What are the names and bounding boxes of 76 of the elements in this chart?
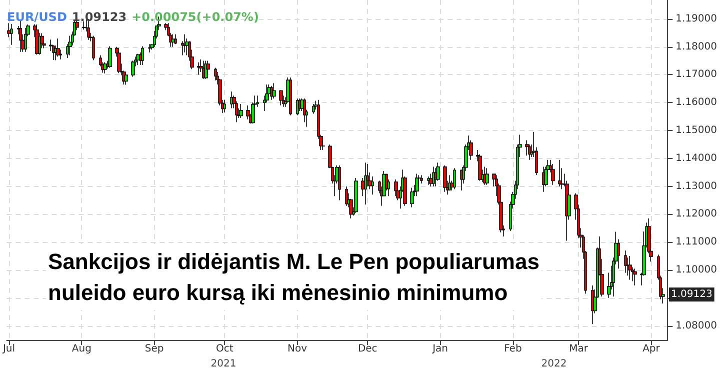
candlestick (371, 176, 374, 196)
candlestick (551, 164, 555, 186)
x-tick-label: Dec (358, 344, 378, 354)
x-tick-label: Oct (216, 344, 234, 354)
y-tick-label: 1.18000 (676, 41, 718, 52)
x-tick-label: Apr (642, 344, 661, 354)
candlestick (136, 53, 140, 66)
y-tick-label: 1.08000 (676, 320, 718, 332)
x-tick-label: Aug (72, 344, 92, 354)
candlestick (24, 27, 27, 52)
text: 2021 (210, 358, 236, 370)
annotation: Sankcijos ir didėjantis M. Le Pen populiarumas nuleido euro kursą iki mėnesinio minimumo (48, 249, 540, 305)
candlestick (525, 140, 529, 156)
candlestick (460, 169, 463, 191)
candlestick (82, 20, 86, 30)
y-tick-label: 1.15000 (676, 125, 718, 136)
x-tick-label: Nov (288, 344, 308, 354)
candlestick (432, 166, 435, 187)
candlestick (427, 176, 430, 186)
candlestick (35, 24, 39, 56)
candlestick (485, 168, 489, 186)
candlestick (230, 91, 233, 109)
candlestick (56, 38, 60, 58)
candlestick (633, 268, 637, 286)
candlestick (270, 86, 273, 100)
candlestick (239, 104, 243, 118)
candlestick (279, 90, 283, 106)
x-tick-label: Sep (144, 344, 164, 354)
x-tick-label: Feb (504, 344, 522, 354)
candlestick (558, 159, 562, 187)
candlestick (591, 284, 594, 324)
candlestick (453, 168, 456, 190)
candlestick (214, 67, 217, 81)
candlestick (272, 82, 276, 99)
candlestick (443, 165, 447, 192)
y-tick-label: 1.14000 (676, 152, 718, 164)
candlestick (117, 50, 121, 74)
candlestick (171, 34, 175, 48)
candlestick (68, 35, 72, 56)
y-tick-label: 1.19000 (676, 13, 718, 24)
candlestick (256, 95, 259, 108)
x-tick-label: Jul (2, 344, 16, 354)
annotation: 1.09123 (670, 288, 712, 300)
candlestick (108, 46, 112, 68)
candlestick (312, 104, 315, 114)
candlestick (338, 165, 341, 201)
candlestick (148, 44, 151, 53)
candlestick (628, 256, 632, 280)
y-tick-label: 1.16000 (676, 97, 718, 108)
text: 2022 (541, 358, 567, 370)
text: 1.09123 (72, 10, 127, 24)
candlestick (345, 186, 348, 206)
text: EUR/USD (7, 10, 67, 24)
candlestick (92, 35, 95, 61)
y-tick-label: 1.10000 (676, 264, 718, 276)
candlestick (303, 98, 306, 123)
candlestick (420, 174, 423, 184)
y-tick-label: 1.12000 (676, 208, 718, 220)
candlestick (124, 72, 128, 86)
candlestick (289, 77, 292, 116)
candlestick (542, 166, 545, 192)
y-tick-label: 1.17000 (676, 69, 718, 80)
x-tick-label: Jan (432, 344, 448, 354)
candlestick (223, 99, 226, 113)
candlestick (410, 187, 414, 208)
annotation: +0.00075(+0.07%) (132, 10, 259, 24)
candlestick (141, 46, 144, 66)
candlestick (206, 60, 210, 76)
candlestick (131, 60, 135, 78)
x-tick-label: Mar (569, 344, 589, 354)
y-tick-label: 1.13000 (676, 180, 718, 192)
candlestick (478, 154, 482, 182)
y-tick-label: 1.11000 (676, 236, 718, 248)
candlestick (10, 24, 13, 46)
candlestick (174, 34, 177, 44)
candlestick (624, 250, 627, 274)
